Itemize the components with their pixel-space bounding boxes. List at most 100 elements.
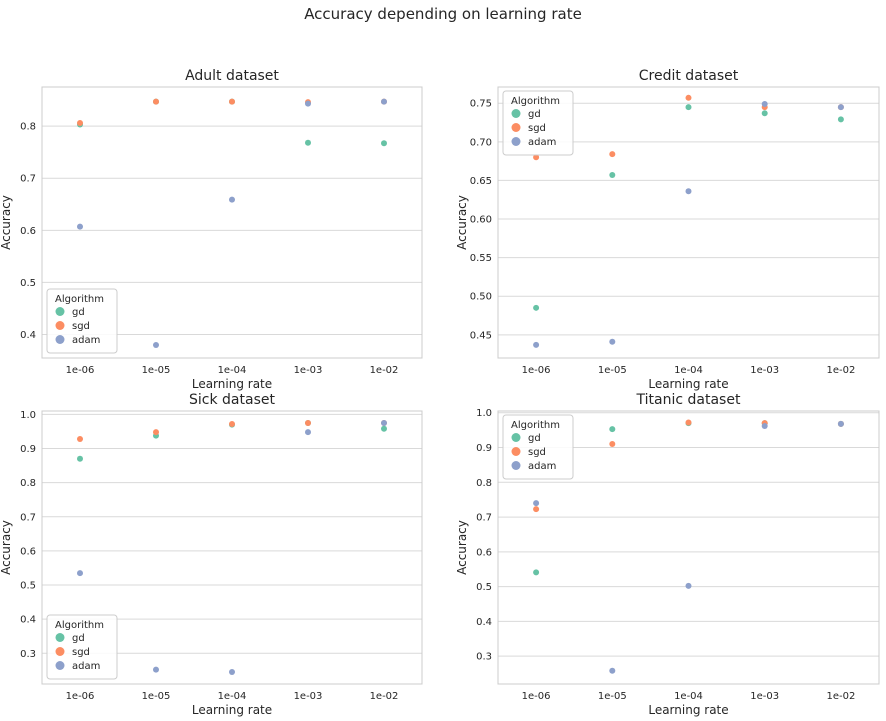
legend-marker-gd (511, 433, 521, 442)
chart-panel-4: 0.3 0.4 0.5 0.6 0.7 0.8 0.9 1.0 1e-06 1e-05 1e-04 1… (455, 392, 880, 717)
x-tick-label: 1e-03 (750, 691, 779, 702)
legend-marker-adam (55, 335, 65, 344)
x-tick-label: 1e-02 (826, 691, 855, 702)
y-axis-label: Accuracy (0, 195, 13, 250)
x-tick-label: 1e-04 (674, 365, 703, 376)
data-point-sgd (153, 429, 159, 436)
data-point-gd (609, 426, 616, 433)
legend-label-adam: adam (72, 661, 100, 672)
y-tick-label: 0.55 (470, 253, 492, 264)
x-axis-label: Learning rate (192, 703, 272, 717)
data-point-sgd (609, 441, 616, 448)
legend-label-sgd: sgd (528, 123, 546, 134)
data-point-gd (305, 139, 311, 146)
legend-label-gd: gd (72, 633, 85, 644)
data-point-adam (685, 582, 692, 589)
y-tick-label: 0.3 (20, 649, 36, 660)
y-tick-label: 0.5 (476, 582, 492, 593)
y-tick-label: 0.70 (470, 137, 492, 148)
x-tick-label: 1e-04 (218, 365, 247, 376)
data-point-gd (77, 455, 83, 462)
legend-title: Algorithm (55, 620, 104, 631)
chart-panel-2: 0.45 0.50 0.55 0.60 0.65 0.70 0.75 1e-06 1e-05 1e… (455, 68, 880, 391)
x-tick-label: 1e-03 (294, 365, 323, 376)
y-axis-label: Accuracy (455, 520, 469, 575)
legend-marker-adam (511, 461, 521, 470)
x-tick-label: 1e-03 (294, 691, 323, 702)
data-point-adam (837, 420, 844, 427)
x-tick-label: 1e-05 (598, 365, 627, 376)
data-point-sgd (77, 435, 83, 442)
y-tick-label: 0.5 (20, 278, 36, 289)
legend-label-gd: gd (72, 307, 85, 318)
data-point-sgd (229, 98, 235, 105)
y-tick-label: 0.45 (470, 330, 492, 341)
legend-marker-sgd (55, 321, 65, 330)
y-tick-label: 0.65 (470, 176, 492, 187)
legend-label-sgd: sgd (72, 321, 90, 332)
x-tick-label: 1e-05 (598, 691, 627, 702)
data-point-adam (153, 666, 159, 673)
chart-panel-1: 0.4 0.5 0.6 0.7 0.8 1e-06 1e-05 1e-04 1e-03 1e-02… (0, 68, 423, 391)
y-tick-label: 0.7 (476, 513, 492, 524)
x-axis-label: Learning rate (648, 377, 728, 391)
x-tick-label: 1e-02 (826, 365, 855, 376)
data-point-sgd (229, 420, 235, 427)
legend-marker-sgd (511, 447, 521, 456)
data-point-adam (609, 667, 616, 674)
x-tick-label: 1e-06 (522, 691, 551, 702)
legend: Algorithm gd sgd adam (46, 614, 118, 680)
legend-box (46, 288, 118, 354)
y-tick-label: 0.6 (20, 226, 36, 237)
y-tick-label: 0.8 (20, 122, 36, 133)
legend-marker-gd (55, 307, 65, 316)
x-axis-label: Learning rate (192, 377, 272, 391)
legend-box (46, 614, 118, 680)
legend-marker-adam (511, 137, 521, 146)
x-tick-label: 1e-05 (142, 691, 171, 702)
data-point-sgd (533, 154, 540, 161)
data-point-adam (77, 570, 83, 577)
data-point-gd (381, 140, 387, 147)
axes-frame (497, 86, 880, 359)
data-point-sgd (305, 419, 311, 426)
y-tick-label: 1.0 (20, 410, 36, 421)
legend-label-gd: gd (528, 433, 541, 444)
data-point-sgd (685, 94, 692, 101)
data-point-adam (609, 338, 616, 345)
legend-box (502, 414, 574, 480)
data-point-gd (609, 172, 616, 179)
legend-label-adam: adam (528, 461, 556, 472)
data-point-adam (305, 429, 311, 436)
legend-marker-gd (55, 633, 65, 642)
data-point-sgd (533, 506, 540, 513)
y-tick-label: 0.60 (470, 215, 492, 226)
data-point-sgd (685, 419, 692, 426)
y-tick-label: 0.9 (20, 444, 36, 455)
legend-box (502, 90, 574, 156)
y-tick-label: 0.6 (20, 546, 36, 557)
y-tick-label: 0.8 (476, 478, 492, 489)
data-point-adam (153, 341, 159, 348)
legend: Algorithm gd sgd adam (502, 90, 574, 156)
data-point-gd (533, 304, 540, 311)
legend-label-adam: adam (528, 137, 556, 148)
y-tick-label: 0.4 (20, 330, 36, 341)
legend: Algorithm gd sgd adam (46, 288, 118, 354)
legend-title: Algorithm (55, 294, 104, 305)
data-point-sgd (609, 151, 616, 158)
data-point-gd (381, 425, 387, 432)
legend-label-adam: adam (72, 335, 100, 346)
x-tick-label: 1e-04 (674, 691, 703, 702)
legend-label-sgd: sgd (528, 447, 546, 458)
data-point-gd (685, 104, 692, 111)
data-point-adam (381, 419, 387, 426)
x-tick-label: 1e-02 (370, 365, 399, 376)
y-tick-label: 0.7 (20, 174, 36, 185)
figure-title: Accuracy depending on learning rate (304, 5, 582, 23)
chart-title: Credit dataset (639, 68, 739, 84)
x-tick-label: 1e-06 (522, 365, 551, 376)
y-tick-label: 0.4 (20, 615, 36, 626)
y-axis-label: Accuracy (455, 195, 469, 250)
